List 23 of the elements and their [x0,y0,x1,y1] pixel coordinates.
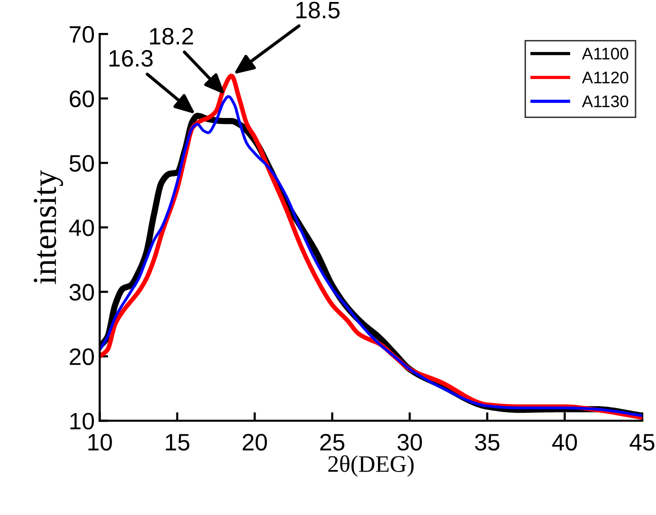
x-tick-label: 30 [397,434,422,451]
x-tick-label: 40 [552,434,577,451]
x-tick-label: 25 [320,434,344,451]
y-tick-label: 20 [70,348,94,366]
y-tick-label: 10 [70,412,94,430]
annotation: 16.3 [110,50,153,67]
legend-label: A1100 [582,48,628,60]
annotation: 18.5 [296,2,340,18]
annotation: 18.2 [150,28,194,45]
x-tick-label: 45 [630,434,654,451]
legend-label: A1130 [582,96,628,108]
x-tick-label: 15 [166,434,190,451]
y-tick-label: 70 [70,26,94,43]
x-axis-title: 2θ(DEG) [328,455,414,477]
y-axis-title: intensity [34,170,64,284]
x-tick-label: 35 [474,434,500,451]
y-tick-label: 40 [69,219,94,236]
x-tick-label: 20 [242,434,267,451]
y-tick-label: 60 [70,90,94,108]
y-tick-label: 50 [70,154,94,172]
legend-label: A1120 [582,72,628,84]
y-tick-label: 30 [69,284,94,301]
x-tick-label: 10 [88,434,112,451]
